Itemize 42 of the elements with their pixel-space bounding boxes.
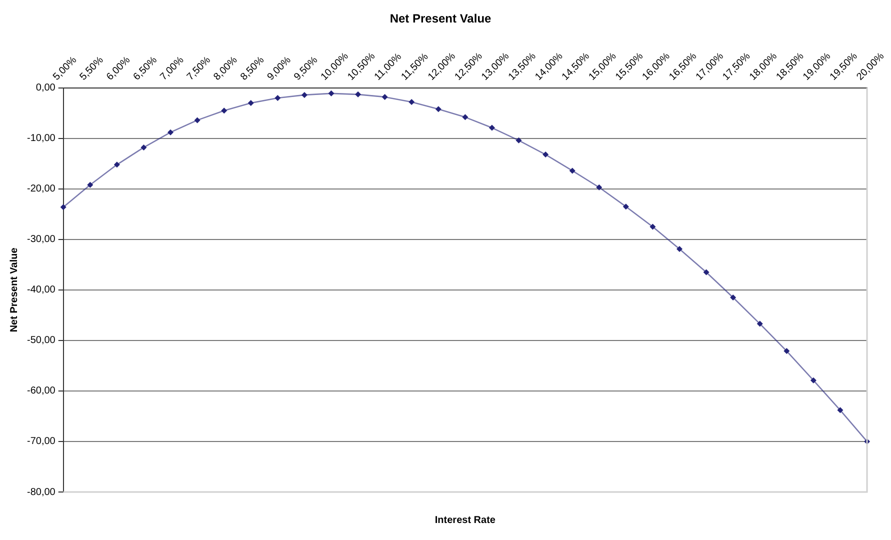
point <box>784 348 790 354</box>
point <box>408 99 415 106</box>
point <box>462 114 468 120</box>
y-tick-label: 0,00 <box>36 82 56 94</box>
point <box>542 152 549 158</box>
point <box>837 407 844 414</box>
point <box>596 184 602 190</box>
point <box>730 294 736 301</box>
y-axis-title: Net Present Value <box>8 247 20 332</box>
point <box>650 224 656 230</box>
y-tick-label: -70,00 <box>26 436 56 448</box>
point <box>194 117 200 124</box>
point <box>221 108 228 114</box>
y-tick-label: -60,00 <box>26 386 56 397</box>
point <box>569 168 576 174</box>
point <box>274 94 281 101</box>
point <box>516 137 522 144</box>
point <box>756 320 763 327</box>
point <box>435 106 442 112</box>
y-tick-label: -50,00 <box>26 335 56 346</box>
point <box>703 269 710 276</box>
point <box>328 90 334 96</box>
point <box>87 182 94 188</box>
point <box>140 144 147 150</box>
point <box>301 92 308 98</box>
y-tick-label: -30,00 <box>26 234 56 246</box>
point <box>810 377 816 384</box>
y-tick-label: -40,00 <box>26 284 56 296</box>
chart-title: Net Present Value <box>390 12 492 26</box>
point <box>248 100 254 106</box>
y-tick-label: -20,00 <box>26 184 56 195</box>
point <box>622 204 629 210</box>
point <box>168 129 174 136</box>
point <box>382 94 388 100</box>
point <box>114 162 120 168</box>
x-axis-title: Interest Rate <box>434 514 496 526</box>
point <box>676 246 682 252</box>
y-tick-label: -10,00 <box>26 133 56 144</box>
y-tick-label: -80,00 <box>26 486 56 498</box>
point <box>60 204 66 210</box>
point <box>355 91 362 98</box>
point <box>488 124 495 131</box>
